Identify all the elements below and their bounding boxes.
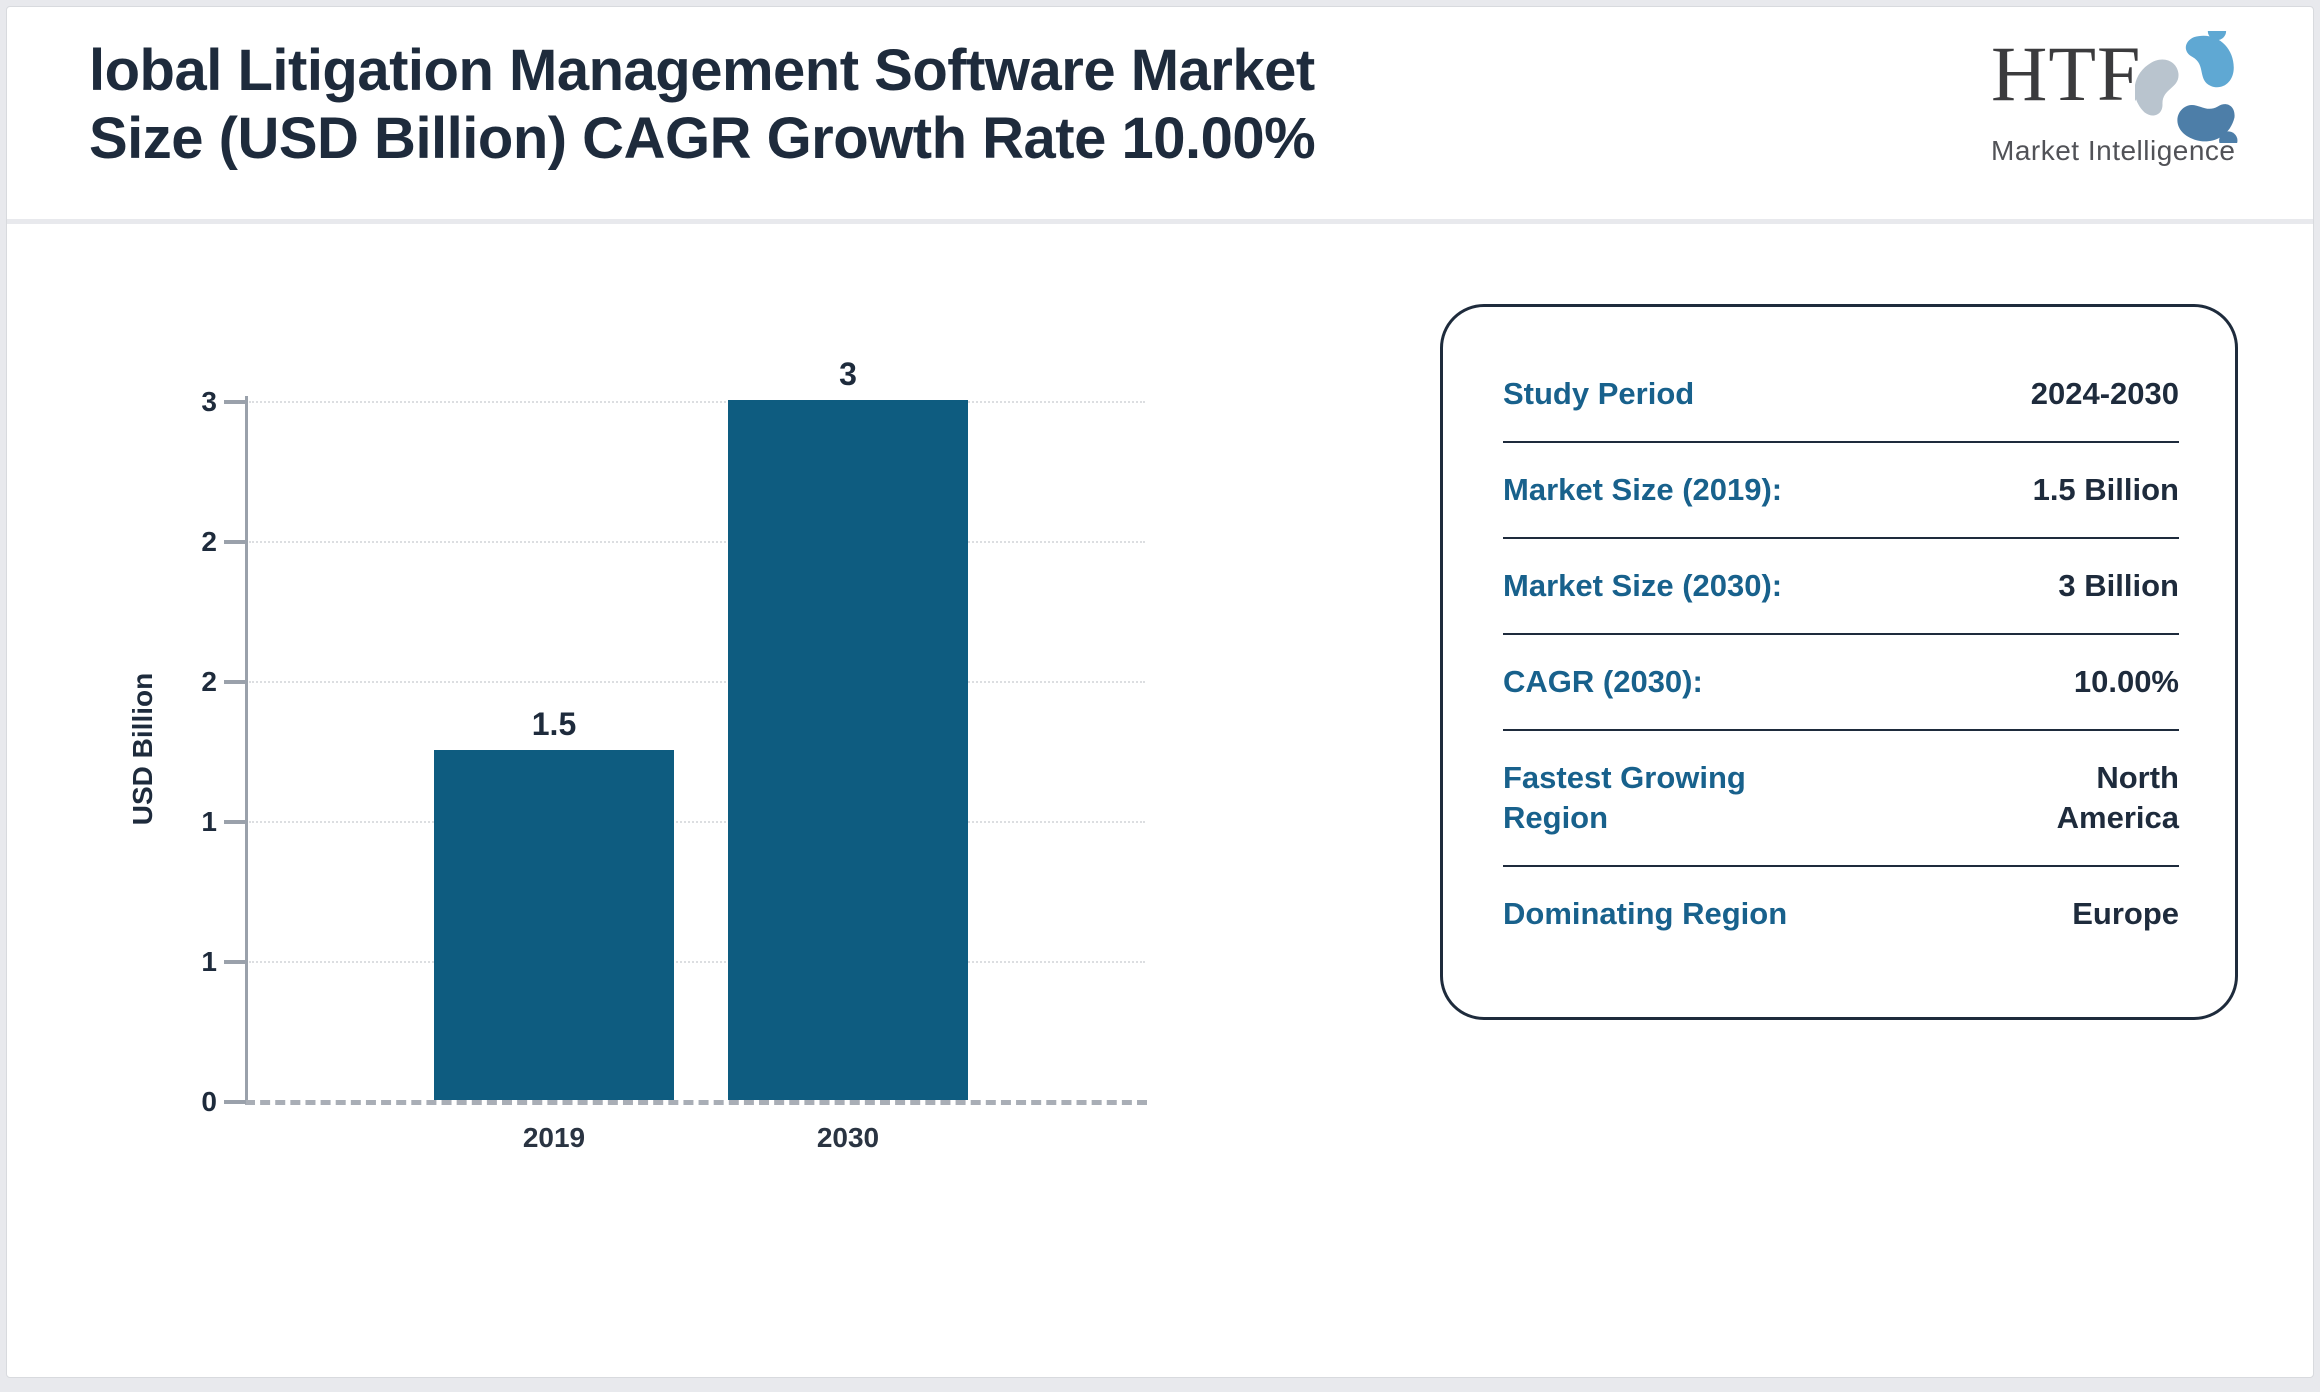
y-tick-label: 1 <box>201 806 217 837</box>
htf-logo-tagline: Market Intelligence <box>1991 135 2236 166</box>
y-tick-label: 3 <box>201 386 217 417</box>
panel-value: 2024-2030 <box>2030 376 2179 411</box>
y-tick-mark <box>224 540 246 544</box>
y-tick-mark <box>224 1100 246 1104</box>
htf-logo-text: HTF <box>1991 30 2142 117</box>
page-title-line2: Size (USD Billion) CAGR Growth Rate 10.0… <box>89 106 1316 171</box>
x-tick-label-2030: 2030 <box>816 1122 880 1153</box>
panel-row-dominating-region: Dominating Region Europe <box>1503 867 2179 961</box>
x-axis-baseline <box>245 1100 1147 1105</box>
panel-value: 1.5 Billion <box>2032 472 2179 507</box>
panel-row-market-size-2019: Market Size (2019): 1.5 Billion <box>1503 443 2179 539</box>
htf-logo: HTF <box>1991 30 2281 167</box>
gridline <box>249 541 1145 543</box>
gridline <box>249 401 1145 403</box>
y-tick-mark <box>224 400 246 404</box>
bar-2019 <box>434 750 674 1100</box>
panel-label: Market Size (2019): <box>1503 472 1783 507</box>
panel-label: CAGR (2030): <box>1503 664 1703 699</box>
panel-row-cagr: CAGR (2030): 10.00% <box>1503 635 2179 731</box>
report-card: lobal Litigation Management Software Mar… <box>6 6 2314 1378</box>
panel-row-market-size-2030: Market Size (2030): 3 Billion <box>1503 539 2179 635</box>
x-tick-label-2019: 2019 <box>522 1122 586 1153</box>
gridline <box>249 821 1145 823</box>
y-tick-label: 2 <box>201 666 217 697</box>
panel-value: North America <box>2056 760 2179 835</box>
gridline <box>249 961 1145 963</box>
header: lobal Litigation Management Software Mar… <box>7 7 2313 219</box>
y-tick-mark <box>224 680 246 684</box>
bar-chart: USD Billion 3 2 2 1 1 0 1.5 3 2019 2030 <box>7 224 1207 1224</box>
panel-value: 3 Billion <box>2058 568 2179 603</box>
y-tick-label: 2 <box>201 526 217 557</box>
page-title-line1: lobal Litigation Management Software Mar… <box>89 38 1315 103</box>
y-tick-label: 1 <box>201 946 217 977</box>
panel-row-fastest-growing-region: Fastest Growing Region North America <box>1503 731 2179 867</box>
panel-label: Study Period <box>1503 376 1695 411</box>
market-summary-panel: Study Period 2024-2030 Market Size (2019… <box>1440 304 2238 1020</box>
panel-value: 10.00% <box>2073 664 2179 699</box>
page-title: lobal Litigation Management Software Mar… <box>89 37 1316 173</box>
y-axis-line <box>245 396 248 1104</box>
bar-2030 <box>728 400 968 1100</box>
y-tick-mark <box>224 820 246 824</box>
htf-logo-row: HTF <box>1991 30 2281 143</box>
htf-swirl-icon <box>2135 31 2238 143</box>
panel-label: Fastest Growing Region <box>1503 760 1746 835</box>
panel-row-study-period: Study Period 2024-2030 <box>1503 347 2179 443</box>
bar-value-label-2030: 3 <box>839 356 857 392</box>
y-tick-label: 0 <box>201 1086 217 1117</box>
header-divider <box>7 219 2313 224</box>
bar-value-label-2019: 1.5 <box>531 706 577 742</box>
panel-label: Market Size (2030): <box>1503 568 1783 603</box>
gridline <box>249 681 1145 683</box>
panel-label: Dominating Region <box>1503 896 1788 931</box>
panel-value: Europe <box>2072 896 2179 931</box>
y-tick-mark <box>224 960 246 964</box>
